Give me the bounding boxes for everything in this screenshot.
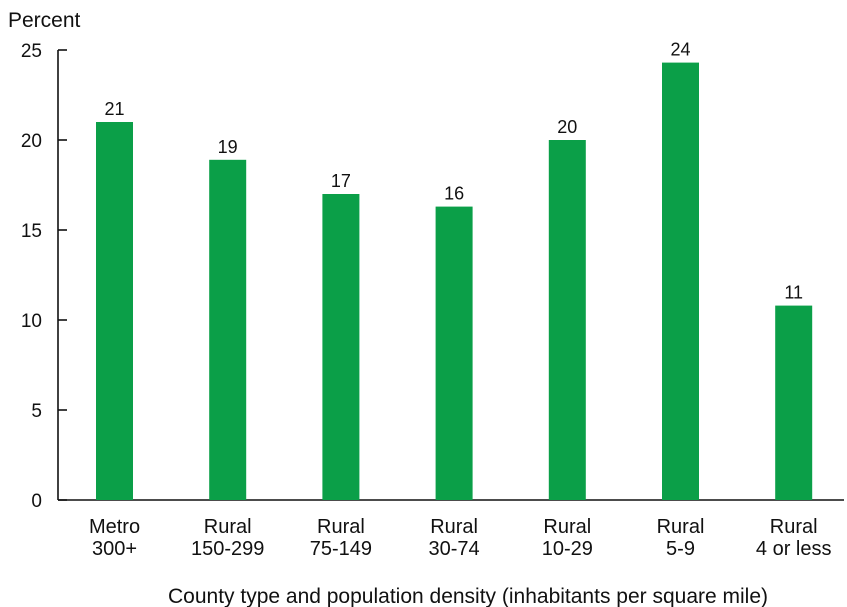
bar	[96, 122, 133, 500]
y-tick-label: 0	[31, 491, 42, 512]
value-label: 16	[444, 184, 464, 204]
bars: 21 19 17 16 20 24 11	[96, 40, 813, 501]
y-tick-label: 25	[21, 41, 42, 62]
category-label-line: 10-29	[542, 538, 593, 560]
category-label: Rural 150-299	[191, 516, 264, 560]
y-tick-label: 20	[21, 131, 42, 152]
category-label-line: Rural	[430, 516, 478, 538]
category-label-line: 300+	[92, 538, 137, 560]
category-label-line: Rural	[317, 516, 365, 538]
bar	[775, 305, 813, 500]
value-label: 20	[557, 117, 577, 137]
category-label-line: 30-74	[429, 538, 480, 560]
category-label-line: 5-9	[666, 538, 695, 560]
value-label: 17	[331, 171, 351, 191]
category-label: Rural 30-74	[429, 516, 480, 560]
category-label: Rural 5-9	[657, 516, 705, 560]
category-label-line: 4 or less	[756, 538, 832, 560]
value-label: 11	[784, 283, 803, 303]
y-tick-label: 10	[21, 311, 42, 332]
category-label: Metro 300+	[89, 516, 140, 560]
category-label-line: 75-149	[310, 538, 372, 560]
category-label-line: Rural	[770, 516, 818, 538]
bar	[548, 140, 586, 500]
bar	[209, 159, 247, 501]
value-label: 24	[670, 40, 690, 60]
value-label: 21	[104, 99, 124, 119]
y-axis-title: Percent	[8, 9, 81, 32]
category-label-line: Rural	[657, 516, 705, 538]
category-label-line: Metro	[89, 516, 140, 538]
y-tick-label: 15	[21, 221, 42, 242]
category-label-line: Rural	[204, 516, 252, 538]
category-label: Rural 75-149	[310, 516, 372, 560]
category-label-line: Rural	[543, 516, 591, 538]
value-label: 19	[218, 137, 238, 157]
category-label: Rural 10-29	[542, 516, 593, 560]
bar	[322, 194, 360, 500]
bar	[435, 206, 473, 500]
category-label-line: 150-299	[191, 538, 264, 560]
x-axis-title: County type and population density (inha…	[168, 585, 768, 607]
category-label: Rural 4 or less	[756, 516, 832, 560]
y-tick-label: 5	[31, 401, 42, 422]
bar	[662, 62, 699, 500]
